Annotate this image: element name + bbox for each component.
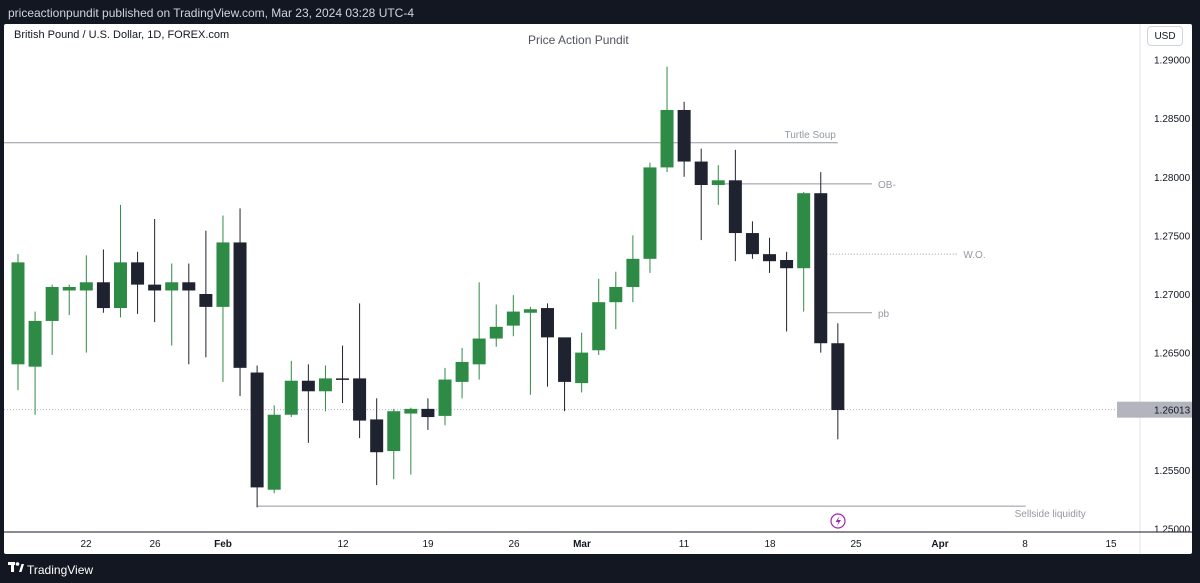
candle-body <box>28 320 42 367</box>
candle-body <box>284 380 298 415</box>
candle-body <box>182 282 196 291</box>
price-axis-label: 1.28500 <box>1154 114 1191 125</box>
time-axis-label: 15 <box>1105 539 1117 550</box>
candle-body <box>250 372 264 488</box>
time-axis-label: 8 <box>1022 539 1028 550</box>
price-axis-label: 1.26500 <box>1154 349 1191 360</box>
candle-body <box>575 352 589 384</box>
candle-body <box>455 361 469 382</box>
chart-watermark: Price Action Pundit <box>528 33 629 47</box>
annotation-label: W.O. <box>963 250 985 261</box>
candle-body <box>472 338 486 365</box>
time-axis-label: 26 <box>508 539 520 550</box>
candle-body <box>763 254 777 262</box>
candle-body <box>814 193 828 344</box>
candle-body <box>728 180 742 234</box>
annotation-label: OB- <box>878 180 896 191</box>
footer-bar: TradingView <box>0 554 1200 583</box>
time-axis-label: Feb <box>214 539 232 550</box>
candle-body <box>148 284 162 291</box>
candle-body <box>711 180 725 185</box>
candle-body <box>677 109 691 162</box>
candle-body <box>216 242 230 307</box>
candle-body <box>62 286 76 291</box>
candle-body <box>131 262 145 285</box>
candle-body <box>267 414 281 490</box>
candle-body <box>506 311 520 326</box>
candle-body <box>387 411 401 452</box>
candle-body <box>404 408 418 414</box>
chart-panel[interactable]: Turtle Soup OB- W.O. pb Sellside liquidity 1.… <box>4 24 1192 554</box>
candle-body <box>336 378 350 380</box>
candle-body <box>558 337 572 382</box>
price-axis-label: 1.27000 <box>1154 290 1191 301</box>
candle-body <box>301 380 315 392</box>
currency-button[interactable]: USD <box>1147 26 1183 46</box>
price-axis-label: 1.25000 <box>1154 524 1191 535</box>
tradingview-brand: TradingView <box>27 563 94 577</box>
price-axis-label: 1.27500 <box>1154 231 1191 242</box>
time-axis-label: 11 <box>679 539 690 550</box>
time-axis-label: 18 <box>764 539 776 550</box>
annotation-label: pb <box>878 309 890 320</box>
candle-body <box>79 282 93 291</box>
time-axis-label: Mar <box>573 539 591 550</box>
candle-body <box>592 302 606 351</box>
time-axis-label: 19 <box>422 539 434 550</box>
candle-body <box>745 233 759 255</box>
candle-body <box>11 262 25 365</box>
price-axis-label: 1.28000 <box>1154 173 1191 184</box>
candle-body <box>780 260 794 269</box>
last-price-label: 1.26013 <box>1154 406 1191 417</box>
price-chart[interactable]: Turtle Soup OB- W.O. pb Sellside liquidity 1.… <box>4 24 1192 554</box>
time-axis-label: 25 <box>850 539 862 550</box>
annotation-label: Turtle Soup <box>785 130 837 141</box>
symbol-title: British Pound / U.S. Dollar, 1D, FOREX.c… <box>14 29 230 41</box>
publisher-header: priceactionpundit published on TradingVi… <box>0 0 1200 24</box>
candle-body <box>370 419 384 453</box>
publisher-text: priceactionpundit published on TradingVi… <box>8 6 415 20</box>
candle-body <box>438 379 452 416</box>
time-axis-label: Apr <box>931 539 948 550</box>
candle-body <box>660 109 674 168</box>
time-axis-label: 12 <box>337 539 349 550</box>
price-axis-label: 1.29000 <box>1154 56 1191 67</box>
candle-body <box>540 308 554 338</box>
candle-body <box>96 282 110 309</box>
candle-body <box>421 408 435 418</box>
candle-body <box>831 343 845 411</box>
candle-body <box>233 242 247 368</box>
candle-body <box>113 262 127 309</box>
last-price-badge <box>1117 401 1192 418</box>
time-axis-label: 22 <box>80 539 92 550</box>
candle-body <box>165 282 179 291</box>
candle-body <box>523 309 537 313</box>
candle-body <box>199 294 213 307</box>
candle-body <box>797 193 811 269</box>
candle-body <box>353 378 367 421</box>
candle-body <box>626 258 640 287</box>
candle-body <box>609 286 623 303</box>
candle-body <box>318 378 332 392</box>
candle-body <box>45 286 59 321</box>
candle-body <box>489 326 503 339</box>
candle-body <box>694 161 708 185</box>
candle-body <box>643 167 657 259</box>
price-axis-label: 1.25500 <box>1154 466 1191 477</box>
lightning-bolt-icon <box>835 516 841 526</box>
tradingview-logo-icon <box>8 562 24 572</box>
time-axis-label: 26 <box>149 539 161 550</box>
annotation-label: Sellside liquidity <box>1015 509 1086 520</box>
